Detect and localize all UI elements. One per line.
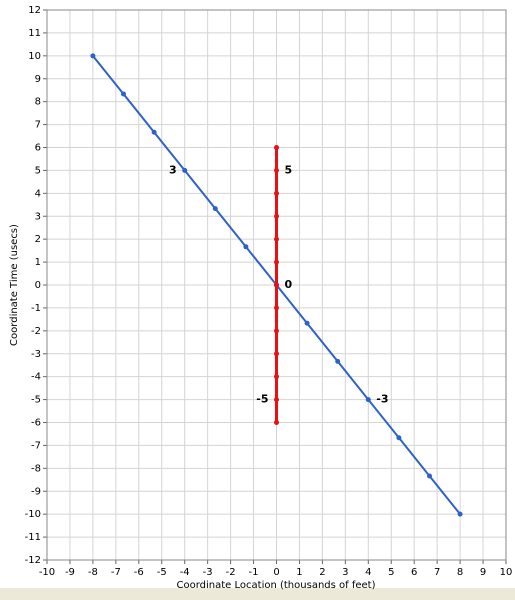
y-tick-label: 10 (28, 51, 41, 62)
point (274, 190, 279, 196)
y-tick-label: -2 (31, 326, 41, 337)
y-tick-label: 6 (35, 143, 41, 154)
point (151, 129, 157, 135)
point (274, 167, 279, 173)
point (274, 213, 279, 219)
x-axis-label: Coordinate Location (thousands of feet) (177, 580, 376, 591)
point (274, 328, 279, 334)
point (427, 473, 433, 479)
x-tick-label: 10 (500, 567, 513, 578)
point (274, 236, 279, 242)
point (274, 305, 279, 311)
plot-border (46, 9, 507, 561)
x-tick-label: 3 (342, 567, 348, 578)
y-tick-label: 7 (35, 120, 41, 131)
annotation: 3 (169, 163, 177, 176)
y-axis-label: Coordinate Time (usecs) (9, 224, 20, 346)
x-tick-label: 4 (365, 567, 371, 578)
annotation: -5 (256, 393, 268, 406)
point (274, 259, 279, 265)
point (274, 282, 279, 288)
x-tick-label: -3 (203, 567, 213, 578)
x-tick-label: 9 (480, 567, 486, 578)
x-tick-label: -4 (180, 567, 190, 578)
y-tick-label: -4 (31, 372, 41, 383)
status-strip (0, 588, 515, 600)
point (120, 91, 126, 97)
x-tick-label: -9 (65, 567, 75, 578)
point (274, 374, 279, 380)
point (396, 435, 402, 441)
y-tick-label: 1 (35, 257, 41, 268)
x-tick-label: -5 (157, 567, 167, 578)
x-tick-label: 8 (457, 567, 463, 578)
y-tick-label: -12 (25, 555, 41, 566)
annotation: -3 (376, 393, 388, 406)
y-tick-label: -6 (31, 418, 41, 429)
x-tick-label: -8 (88, 567, 98, 578)
y-tick-label: -5 (31, 395, 41, 406)
x-tick-label: -2 (226, 567, 236, 578)
x-tick-label: -1 (249, 567, 259, 578)
x-tick-label: 1 (296, 567, 302, 578)
point (365, 397, 371, 403)
y-tick-label: 3 (35, 211, 41, 222)
y-tick-label: -10 (25, 509, 41, 520)
annotation: 0 (285, 278, 293, 291)
point (90, 53, 96, 59)
point (274, 351, 279, 357)
point (212, 206, 218, 212)
x-tick-label: 2 (319, 567, 325, 578)
x-tick-label: -7 (111, 567, 121, 578)
y-tick-label: 4 (35, 188, 41, 199)
y-tick-label: 2 (35, 234, 41, 245)
point (335, 358, 341, 364)
y-tick-label: -3 (31, 349, 41, 360)
y-tick-label: 9 (35, 74, 41, 85)
x-tick-label: -6 (134, 567, 144, 578)
x-tick-label: 5 (388, 567, 394, 578)
point (182, 167, 188, 173)
y-tick-label: 12 (28, 5, 41, 16)
x-tick-label: 7 (434, 567, 440, 578)
point (274, 397, 279, 403)
point (274, 145, 279, 150)
point (274, 420, 279, 425)
point (304, 320, 310, 326)
y-tick-label: 8 (35, 97, 41, 108)
x-tick-label: 0 (273, 567, 279, 578)
y-tick-label: 11 (28, 28, 41, 39)
point (457, 511, 463, 517)
x-tick-label: -10 (39, 567, 55, 578)
point (243, 244, 249, 250)
y-tick-label: -7 (31, 440, 41, 451)
y-tick-label: 0 (35, 280, 41, 291)
y-tick-label: 5 (35, 165, 41, 176)
annotation: 5 (285, 163, 293, 176)
y-tick-label: -1 (31, 303, 41, 314)
y-tick-label: -9 (31, 486, 41, 497)
x-tick-label: 6 (411, 567, 417, 578)
y-tick-label: -8 (31, 463, 41, 474)
y-tick-label: -11 (25, 532, 41, 543)
